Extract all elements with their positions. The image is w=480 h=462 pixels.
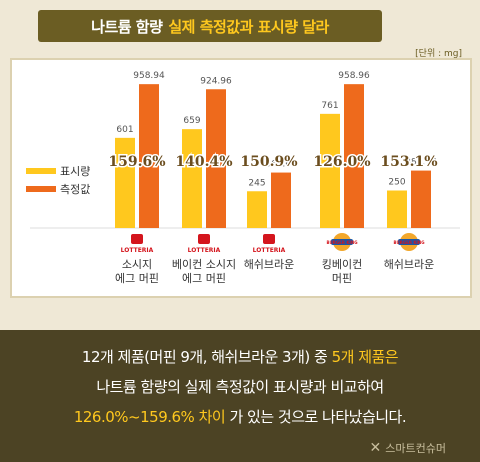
legend-swatch-display (26, 168, 56, 174)
category-label-2-0: 해쉬브라운 (244, 257, 295, 271)
burger-king-band-3 (331, 239, 353, 245)
category-label-3-0: 킹베이컨 (322, 258, 362, 271)
brand-label-2: LOTTERIA (253, 247, 286, 254)
category-label-4-0: 해쉬브라운 (384, 257, 435, 271)
legend-label-display: 표시량 (60, 165, 90, 178)
bar-measured-4 (411, 170, 431, 228)
category-label-1-1: 에그 머핀 (182, 272, 226, 285)
category-label-0-1: 에그 머핀 (115, 272, 159, 285)
brand-label-0: LOTTERIA (121, 247, 154, 254)
title-banner: 나트륨 함량 실제 측정값과 표시량 달라 (38, 10, 382, 42)
caption-line-3-a: 126.0%~159.6% 차이 (73, 408, 226, 426)
title-part-2: 실제 측정값과 표시량 달라 (168, 17, 329, 36)
lotteria-logo-icon-1 (198, 234, 210, 244)
category-label-1-0: 베이컨 소시지 (172, 258, 236, 271)
ratio-label-0: 159.6% (108, 154, 165, 170)
bar-label-measured-2: 369.60 (265, 160, 297, 170)
caption-line-1-b: 5개 제품은 (331, 348, 399, 366)
bar-label-measured-4: 382.78 (405, 158, 437, 168)
brand-label-4: BURGER KING (393, 240, 424, 245)
bar-label-display-1: 659 (183, 116, 200, 126)
bar-display-1 (182, 129, 202, 228)
burger-king-band-4 (398, 239, 420, 245)
bar-label-display-2: 245 (248, 178, 265, 188)
bar-measured-1 (206, 89, 226, 228)
ratio-label-1: 140.4% (175, 154, 232, 170)
bar-label-measured-0: 958.94 (133, 71, 165, 81)
title-part-1: 나트륨 함량 (91, 17, 163, 36)
lotteria-logo-icon-0 (131, 234, 143, 244)
bar-display-2 (247, 191, 267, 228)
lotteria-logo-icon-2 (263, 234, 275, 244)
brand-label-1: LOTTERIA (188, 247, 221, 254)
bar-label-display-0: 601 (116, 125, 133, 135)
caption-panel: 12개 제품(머핀 9개, 해쉬브라운 3개) 중 5개 제품은 나트륨 함량의… (0, 330, 480, 462)
bar-display-4 (387, 190, 407, 228)
unit-label: [단위 : mg] (415, 49, 462, 59)
footer-logo: ✕ 스마트컨슈머 (370, 440, 446, 456)
ratio-label-2: 150.9% (240, 154, 297, 170)
bar-measured-0 (139, 84, 159, 228)
bar-label-measured-1: 924.96 (200, 76, 232, 86)
caption-line-1-a: 12개 제품(머핀 9개, 해쉬브라운 3개) 중 (81, 348, 328, 366)
bar-label-display-3: 761 (321, 101, 338, 111)
caption-line-2: 나트륨 함량의 실제 측정값이 표시량과 비교하여 (96, 378, 384, 396)
bar-display-3 (320, 113, 340, 228)
caption-line-3: 126.0%~159.6% 차이 가 있는 것으로 나타났습니다. (0, 406, 480, 427)
brand-mark-icon: ✕ (369, 440, 382, 456)
category-label-0-0: 소시지 (122, 258, 152, 271)
bar-label-display-4: 250 (388, 178, 405, 188)
bar-measured-3 (344, 84, 364, 228)
footer-brand: 스마트컨슈머 (385, 442, 446, 455)
bar-label-measured-3: 958.96 (338, 71, 370, 81)
ratio-label-3: 126.0% (313, 154, 370, 170)
ratio-label-4: 153.1% (380, 154, 437, 170)
bar-measured-2 (271, 172, 291, 228)
legend-swatch-measured (26, 186, 56, 192)
chart-area: 601 958.94 159.6% LOTTERIA 소시지 에그 머핀 659 924.96… (10, 58, 472, 298)
category-label-3-1: 머핀 (332, 272, 352, 285)
caption-line-3-b: 가 있는 것으로 나타났습니다. (229, 408, 407, 426)
caption-line-1: 12개 제품(머핀 9개, 해쉬브라운 3개) 중 5개 제품은 (0, 346, 480, 367)
brand-label-3: BURGER KING (326, 240, 357, 245)
bar-display-0 (115, 137, 135, 228)
legend-label-measured: 측정값 (60, 183, 90, 196)
